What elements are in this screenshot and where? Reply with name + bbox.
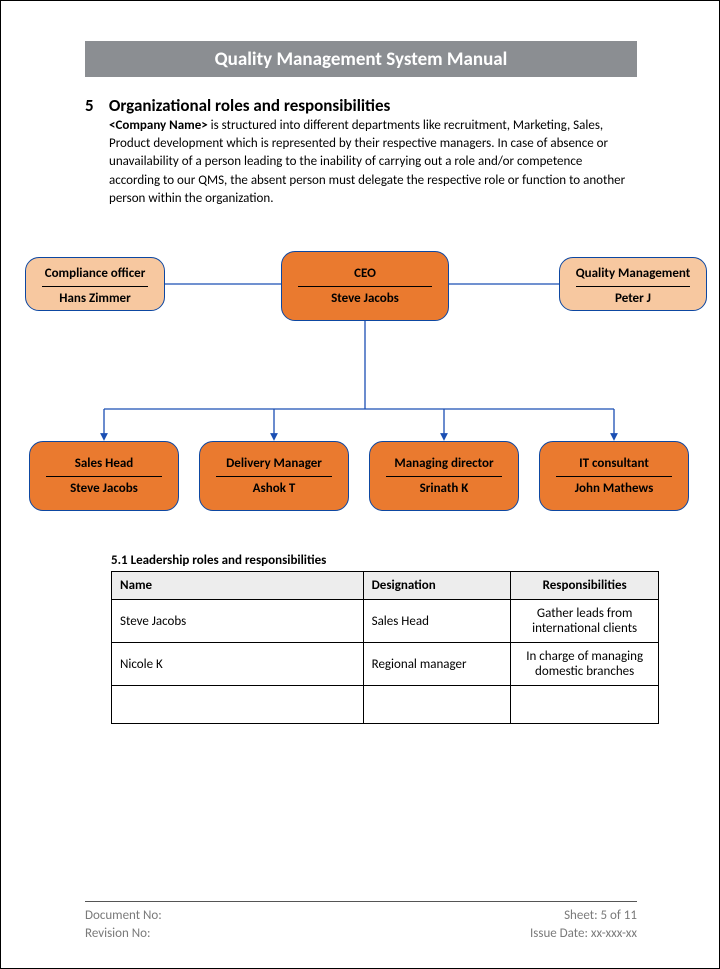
org-box-ceo: CEO Steve Jacobs — [281, 251, 449, 321]
org-divider — [556, 476, 672, 477]
org-chart: Compliance officer Hans Zimmer CEO Steve… — [11, 241, 711, 531]
table-subheading: 5.1 Leadership roles and responsibilitie… — [111, 553, 326, 568]
document-page: Quality Management System Manual 5 Organ… — [0, 0, 720, 969]
org-role: Quality Management — [560, 266, 706, 284]
table-cell-name — [112, 686, 364, 724]
header-title-bar: Quality Management System Manual — [85, 41, 637, 77]
table-cell-designation: Sales Head — [363, 600, 511, 643]
section-heading: 5 Organizational roles and responsibilit… — [85, 95, 637, 116]
table-row — [112, 686, 659, 724]
org-divider — [42, 286, 148, 287]
footer-rev-no: Revision No: — [85, 925, 151, 943]
org-role: Sales Head — [30, 456, 178, 474]
page-footer: Document No: Sheet: 5 of 11 Revision No:… — [85, 907, 637, 942]
footer-issue-date: Issue Date: xx-xxx-xx — [530, 925, 637, 943]
org-box-compliance-officer: Compliance officer Hans Zimmer — [25, 257, 165, 311]
org-box-managing-director: Managing director Srinath K — [369, 441, 519, 511]
org-divider — [216, 476, 332, 477]
org-role: Managing director — [370, 456, 518, 474]
section-body: <Company Name> is structured into differ… — [109, 117, 634, 208]
table-col-name: Name — [112, 572, 364, 600]
org-role: Delivery Manager — [200, 456, 348, 474]
table-cell-name: Nicole K — [112, 643, 364, 686]
footer-doc-no: Document No: — [85, 907, 162, 925]
section-title: Organizational roles and responsibilitie… — [109, 95, 391, 116]
table-cell-responsibilities: In charge of managing domestic branches — [511, 643, 659, 686]
org-name: Srinath K — [370, 480, 518, 496]
org-box-delivery-manager: Delivery Manager Ashok T — [199, 441, 349, 511]
org-divider — [576, 286, 690, 287]
org-name: Steve Jacobs — [282, 290, 448, 306]
table-cell-responsibilities: Gather leads from international clients — [511, 600, 659, 643]
org-role: IT consultant — [540, 456, 688, 474]
org-name: Ashok T — [200, 480, 348, 496]
org-divider — [46, 476, 162, 477]
table-header-row: Name Designation Responsibilities — [112, 572, 659, 600]
table-col-responsibilities: Responsibilities — [511, 572, 659, 600]
header-title: Quality Management System Manual — [215, 48, 508, 71]
org-name: Steve Jacobs — [30, 480, 178, 496]
org-name: Hans Zimmer — [26, 290, 164, 306]
org-role: Compliance officer — [26, 266, 164, 284]
table-cell-designation — [363, 686, 511, 724]
table-cell-name: Steve Jacobs — [112, 600, 364, 643]
org-divider — [386, 476, 502, 477]
org-box-it-consultant: IT consultant John Mathews — [539, 441, 689, 511]
company-name-placeholder: <Company Name> — [109, 118, 208, 133]
table-cell-designation: Regional manager — [363, 643, 511, 686]
footer-sheet: Sheet: 5 of 11 — [564, 907, 637, 925]
table-cell-responsibilities — [511, 686, 659, 724]
org-box-sales-head: Sales Head Steve Jacobs — [29, 441, 179, 511]
org-name: Peter J — [560, 290, 706, 306]
table-col-designation: Designation — [363, 572, 511, 600]
org-box-quality-management: Quality Management Peter J — [559, 257, 707, 311]
org-name: John Mathews — [540, 480, 688, 496]
org-role: CEO — [282, 266, 448, 284]
responsibilities-table: Name Designation Responsibilities Steve … — [111, 571, 659, 724]
table-row: Steve Jacobs Sales Head Gather leads fro… — [112, 600, 659, 643]
section-number: 5 — [85, 95, 105, 116]
footer-divider — [85, 901, 637, 902]
org-divider — [298, 286, 432, 287]
table-row: Nicole K Regional manager In charge of m… — [112, 643, 659, 686]
